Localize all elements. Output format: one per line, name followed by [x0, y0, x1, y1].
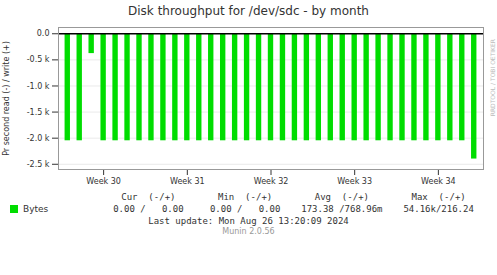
svg-text:Week 31: Week 31 [170, 177, 205, 186]
html-text:0.00 / 0.00: 0.00 / 0.00 [209, 204, 281, 214]
html-text:Disk throughput for /dev/sdc -: Disk throughput for /dev/sdc - by month [128, 4, 369, 18]
html-text:0.00 / 0.00: 0.00 / 0.00 [113, 204, 184, 214]
svg-text:-1.0 k: -1.0 k [27, 82, 50, 91]
svg-text:-0.5 k: -0.5 k [27, 55, 50, 64]
html-text:54.16k/216.24: 54.16k/216.24 [403, 204, 474, 214]
html-text:Cur (-/+): Cur (-/+) [121, 192, 176, 202]
svg-text:Week 34: Week 34 [421, 177, 456, 186]
svg-text:Week 30: Week 30 [86, 177, 121, 186]
html-text:Bytes: Bytes [23, 204, 49, 214]
html-text:Max (-/+): Max (-/+) [411, 192, 466, 202]
svg-text:-1.5 k: -1.5 k [27, 108, 50, 117]
html-text:Munin 2.0.56: Munin 2.0.56 [222, 227, 275, 236]
html-text:Avg (-/+): Avg (-/+) [314, 192, 369, 202]
html-text:Last update: Mon Aug 26 13:20:: Last update: Mon Aug 26 13:20:09 2024 [148, 216, 349, 226]
svg-text:-2.5 k: -2.5 k [27, 160, 50, 169]
svg-text:0.0: 0.0 [37, 29, 50, 38]
svg-text:Week 33: Week 33 [337, 177, 372, 186]
html-text:RRDTOOL / TOBI OETIKER: RRDTOOL / TOBI OETIKER [489, 39, 496, 117]
svg-text:Pr second read (-) / write (+): Pr second read (-) / write (+) [2, 41, 11, 156]
svg-text:-2.0 k: -2.0 k [27, 134, 50, 143]
svg-text:Week 32: Week 32 [254, 177, 289, 186]
html-text:Min (-/+): Min (-/+) [218, 192, 273, 202]
html-text:173.38 /768.96m: 173.38 /768.96m [301, 204, 383, 214]
